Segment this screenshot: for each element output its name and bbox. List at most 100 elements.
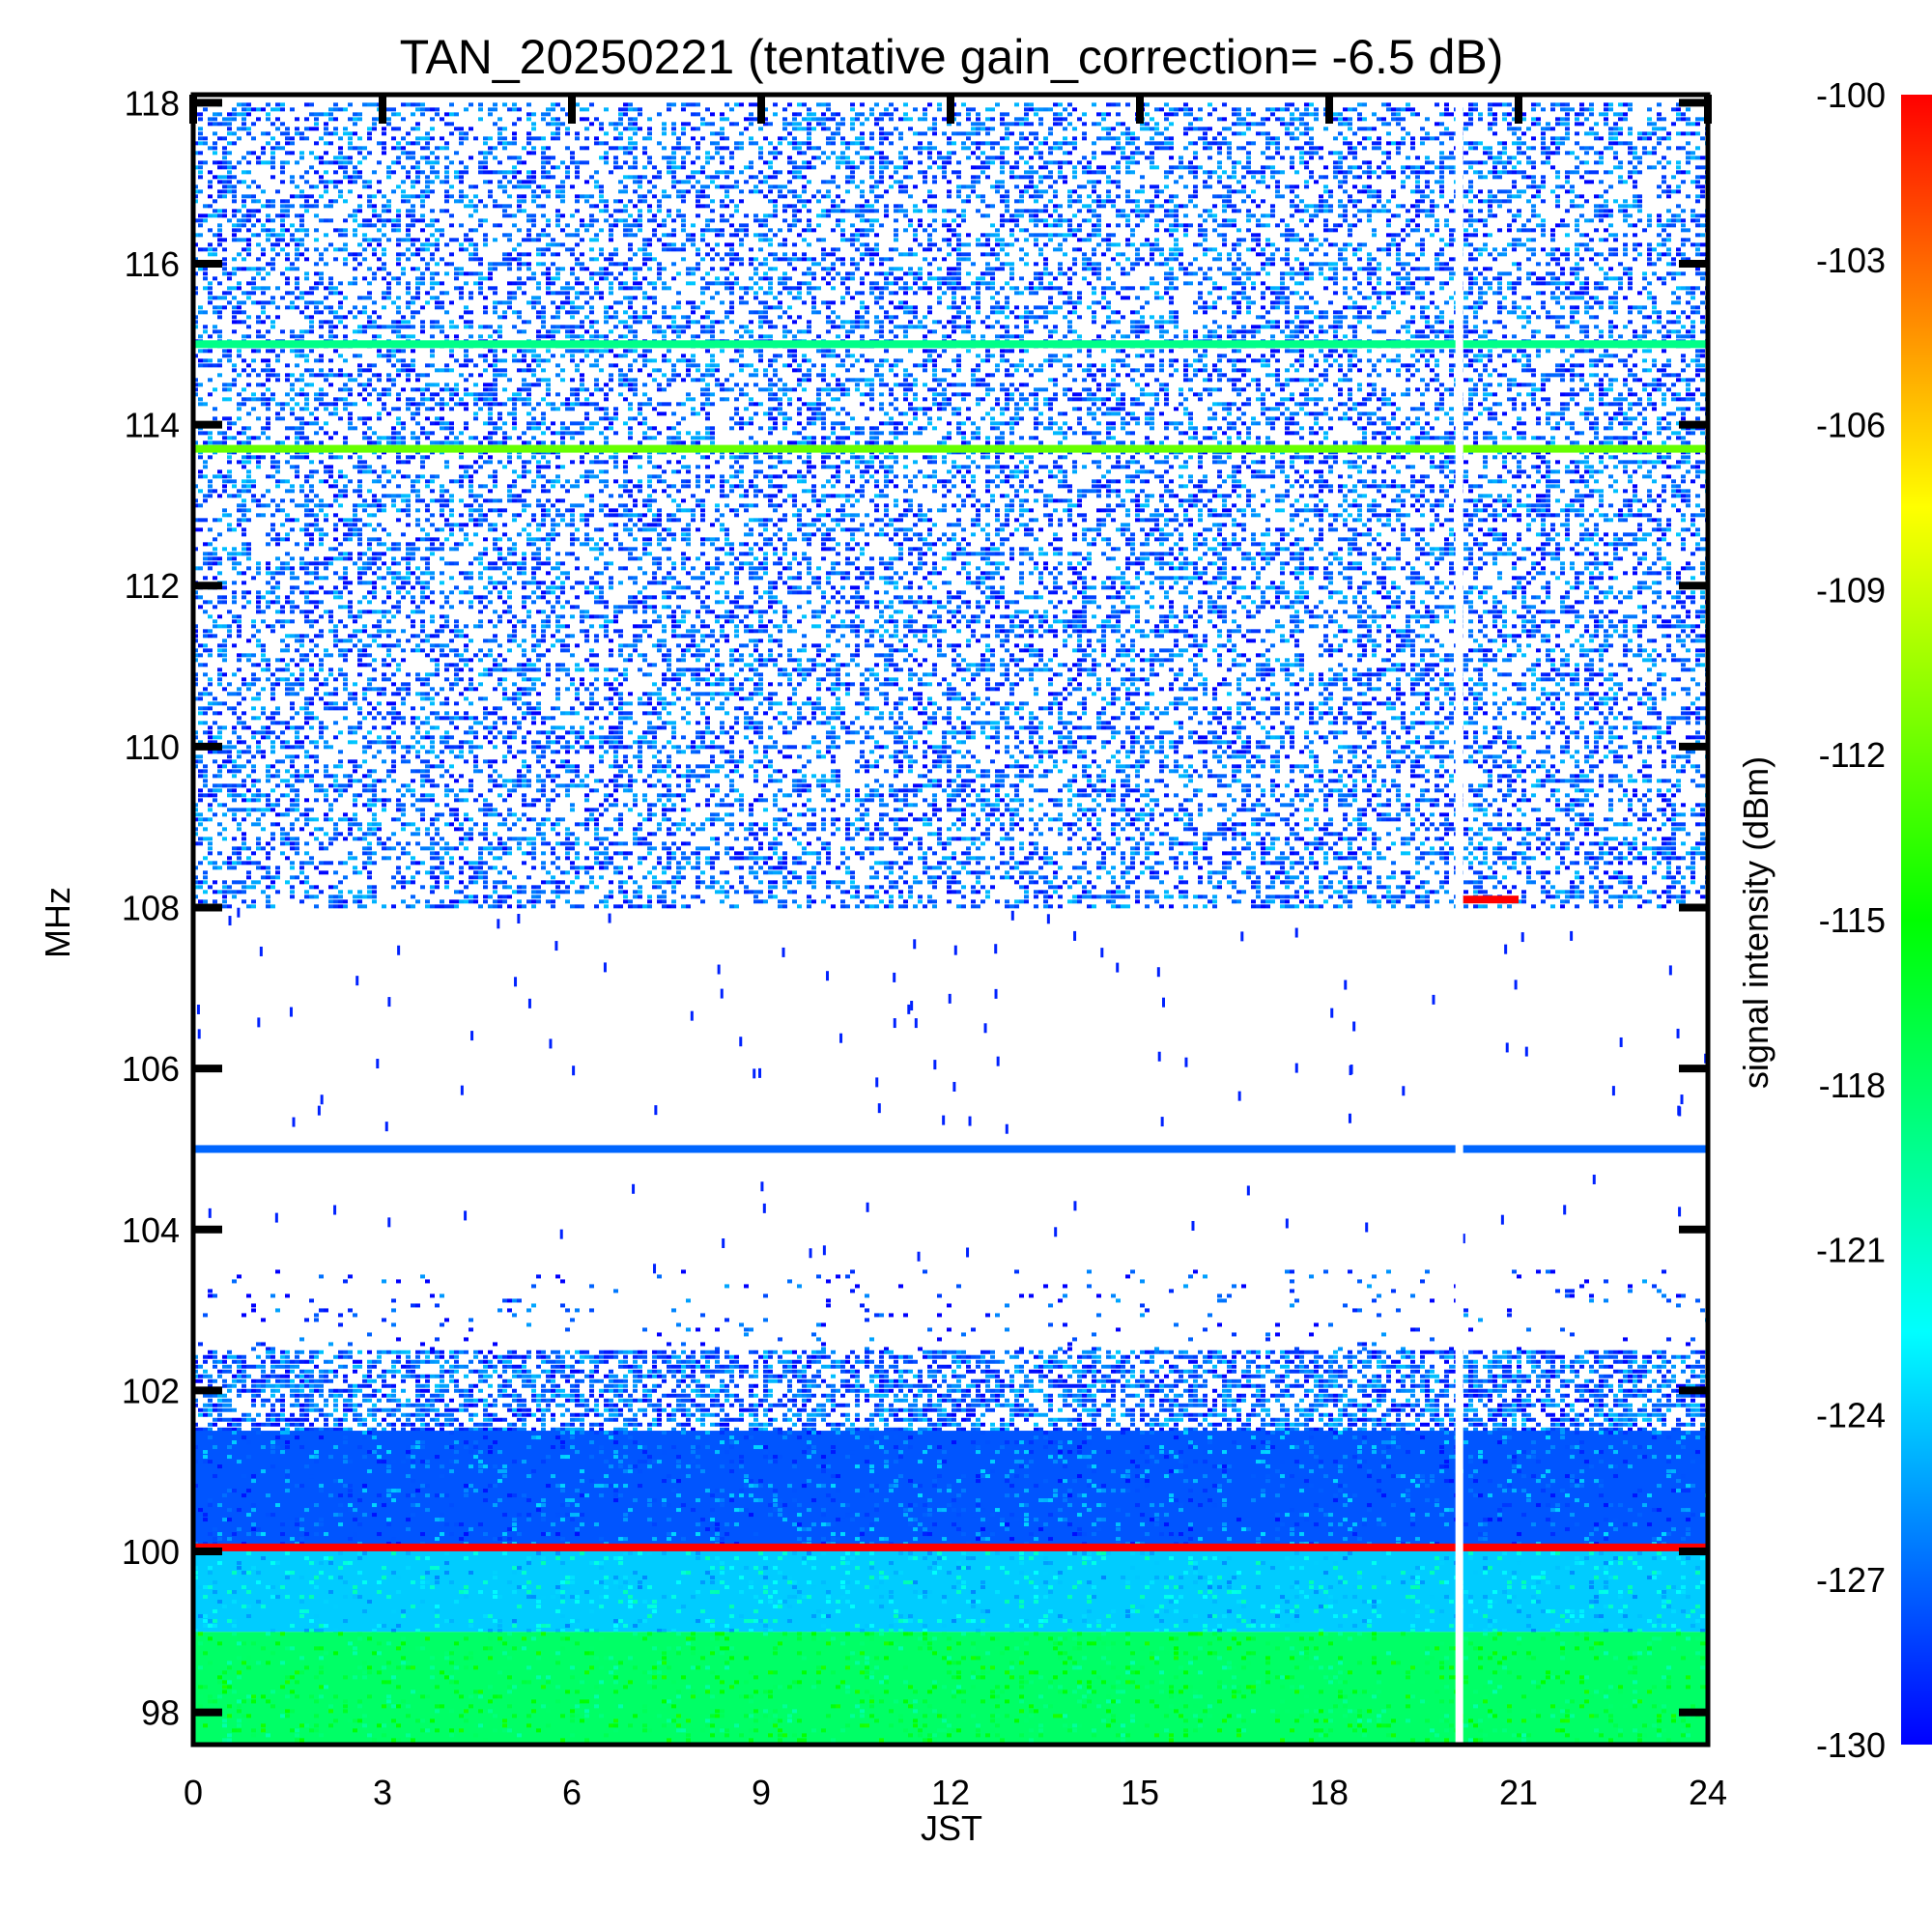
cell	[1005, 199, 1009, 203]
cell	[739, 257, 744, 261]
cell	[232, 117, 237, 121]
cell	[918, 223, 923, 227]
cell	[555, 122, 560, 126]
cell	[700, 136, 705, 140]
cell	[1546, 160, 1550, 164]
cell	[1009, 228, 1014, 232]
cell	[391, 189, 396, 193]
cell	[406, 223, 411, 227]
cell	[464, 131, 469, 135]
cell	[261, 146, 266, 150]
cell	[1227, 257, 1232, 261]
cell	[956, 233, 961, 237]
cell	[1599, 156, 1604, 159]
cell	[724, 102, 729, 106]
cell	[208, 247, 213, 251]
cell	[512, 102, 517, 106]
cell	[1613, 112, 1618, 116]
cell	[1555, 262, 1560, 266]
cell	[386, 209, 391, 213]
cell	[1348, 146, 1352, 150]
cell	[966, 233, 971, 237]
cell	[1623, 271, 1628, 275]
cell	[1391, 107, 1396, 111]
cell	[217, 223, 222, 227]
cell	[1439, 175, 1444, 179]
cell	[1449, 257, 1454, 261]
cell	[1154, 189, 1159, 193]
cell	[1608, 107, 1613, 111]
cell	[734, 228, 739, 232]
cell	[464, 170, 469, 174]
cell	[415, 267, 420, 270]
cell	[647, 160, 652, 164]
cell	[1270, 136, 1275, 140]
cell	[1695, 233, 1700, 237]
cell	[961, 141, 966, 145]
cell	[1657, 127, 1662, 130]
cell	[1154, 165, 1159, 169]
cell	[1473, 247, 1478, 251]
cell	[1381, 209, 1386, 213]
cell	[927, 262, 932, 266]
cell	[758, 223, 763, 227]
cell	[1174, 204, 1179, 208]
cell	[869, 112, 874, 116]
cell	[782, 218, 787, 222]
cell	[589, 276, 594, 280]
cell	[565, 247, 570, 251]
cell	[1502, 141, 1507, 145]
cell	[652, 257, 657, 261]
cell	[536, 238, 541, 242]
cell	[1082, 204, 1087, 208]
cell	[1526, 156, 1531, 159]
cell	[1130, 136, 1135, 140]
cell	[1111, 233, 1116, 237]
cell	[1526, 175, 1531, 179]
cell	[536, 204, 541, 208]
cell	[990, 160, 995, 164]
cell	[1077, 223, 1082, 227]
cell	[483, 238, 488, 242]
cell	[1613, 276, 1618, 280]
cell	[1034, 276, 1038, 280]
cell	[1067, 204, 1072, 208]
cell	[502, 209, 507, 213]
cell	[792, 218, 797, 222]
cell	[290, 136, 295, 140]
cell	[623, 204, 628, 208]
cell	[715, 233, 720, 237]
cell	[536, 194, 541, 198]
cell	[1608, 136, 1613, 140]
cell	[942, 209, 947, 213]
cell	[1067, 141, 1072, 145]
cell	[444, 141, 449, 145]
cell	[526, 102, 531, 106]
cell	[1063, 218, 1067, 222]
cell	[1323, 286, 1328, 290]
cell	[1038, 209, 1043, 213]
cell	[1275, 146, 1280, 150]
cell	[908, 252, 913, 256]
cell	[995, 102, 1000, 106]
cell	[459, 160, 464, 164]
cell	[536, 233, 541, 237]
cell	[256, 286, 261, 290]
cell	[1377, 281, 1381, 285]
cell	[1246, 127, 1251, 130]
cell	[956, 160, 961, 164]
cell	[642, 199, 647, 203]
cell	[198, 160, 203, 164]
cell	[1502, 165, 1507, 169]
cell	[1579, 102, 1584, 106]
cell	[1077, 194, 1082, 198]
cell	[642, 165, 647, 169]
cell	[1159, 189, 1164, 193]
cell	[1130, 156, 1135, 159]
cell	[1439, 131, 1444, 135]
cell	[454, 151, 459, 155]
cell	[526, 228, 531, 232]
cell	[232, 233, 237, 237]
cell	[280, 102, 285, 106]
cell	[1232, 271, 1236, 275]
